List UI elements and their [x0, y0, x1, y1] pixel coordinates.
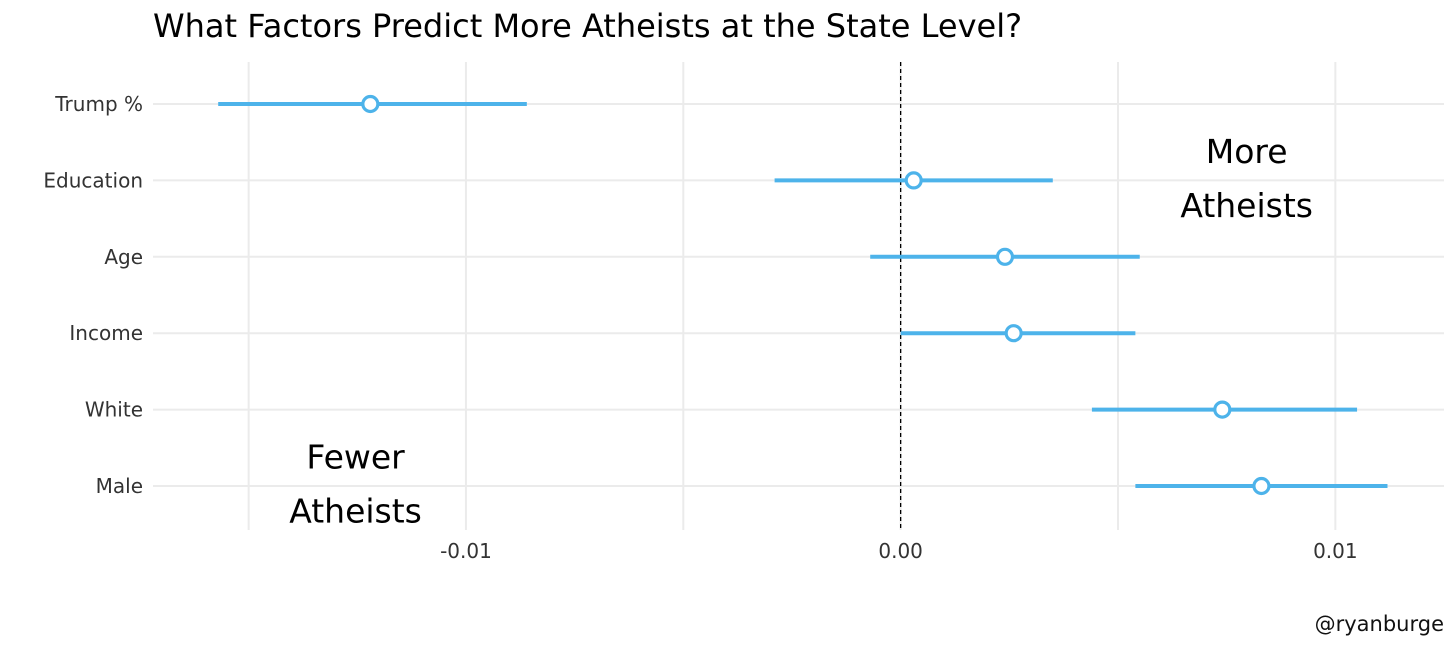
estimate-point	[1252, 476, 1271, 496]
x-tick-label: 0.00	[878, 539, 923, 563]
annotation-text-fewer: Atheists	[289, 492, 422, 531]
y-tick-label: Income	[69, 321, 143, 345]
x-tick-label: 0.01	[1313, 539, 1358, 563]
chart-title: What Factors Predict More Atheists at th…	[153, 7, 1022, 45]
annotation-text-more: Atheists	[1180, 186, 1313, 225]
annotation-text-more: More	[1206, 132, 1288, 171]
x-tick-label: -0.01	[440, 539, 492, 563]
y-tick-label: Male	[96, 474, 143, 498]
x-axis-labels: -0.01 0.00 0.01	[440, 539, 1358, 563]
estimate-point	[361, 94, 380, 114]
y-tick-label: Trump %	[54, 92, 143, 116]
y-tick-label: White	[85, 398, 143, 422]
y-axis-labels: Trump % Education Age Income White Male	[43, 92, 143, 498]
estimate-point	[1213, 400, 1232, 419]
estimate-point	[1004, 324, 1023, 343]
annotations: More Atheists Fewer Atheists	[289, 132, 1313, 531]
annotation-text-fewer: Fewer	[306, 438, 405, 477]
estimate-point	[904, 171, 923, 190]
y-tick-label: Education	[43, 168, 143, 192]
series-group	[218, 94, 1388, 496]
y-tick-label: Age	[104, 245, 143, 269]
caption: @ryanburge	[1315, 612, 1444, 636]
estimate-point	[995, 247, 1015, 266]
